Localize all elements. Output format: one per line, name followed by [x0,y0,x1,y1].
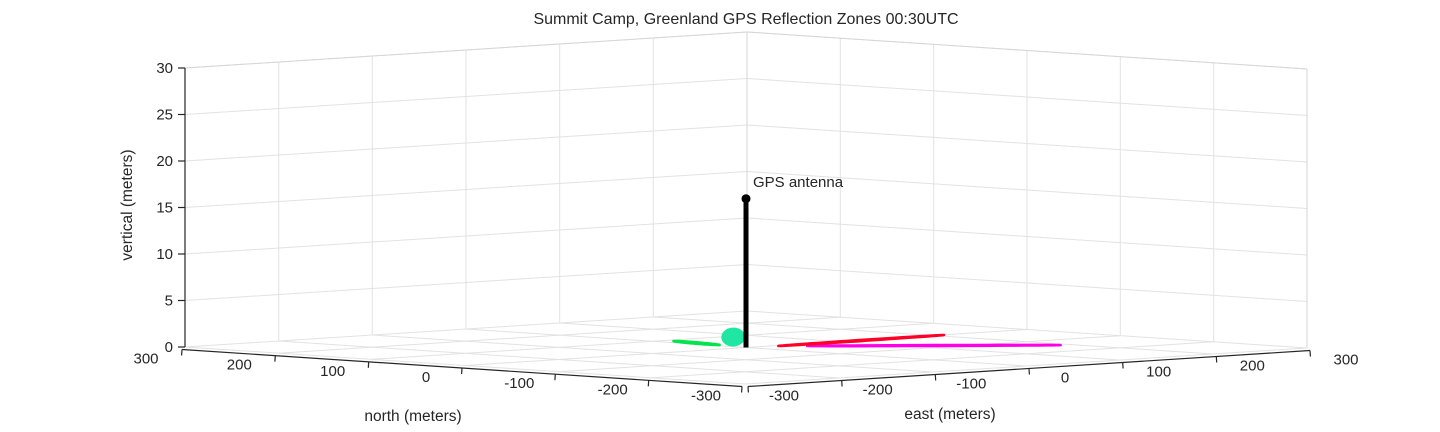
left-wall-z-grid-line [184,264,748,301]
north-tick-label: -200 [598,381,628,398]
floor-grid-line [746,310,1308,349]
east-tick-label: 0 [1061,370,1069,387]
north-tick-label: 200 [227,357,252,374]
north-tick-label: 300 [133,351,158,368]
reflection-zone-red [777,333,946,348]
floor-grid-line [372,334,933,373]
right-wall-z-grid-line [746,264,1308,302]
east-tick-label: -200 [863,382,893,399]
north-tick-label: 100 [320,363,345,380]
gps-antenna [741,194,751,348]
north-tick-label: 0 [422,369,430,386]
east-tick-label: -100 [956,376,986,393]
reflection-zone-teal [721,327,746,347]
east-axis-label: east (meters) [904,406,995,423]
left-wall-z-grid-line [184,78,748,115]
axis-rulers [178,67,1311,393]
floor-grid-line [278,340,839,379]
left-wall-z-grid-line [184,217,748,255]
vertical-axis-label: vertical (meters) [119,149,136,260]
reflection-zone-green [672,339,722,347]
z-tick-label: 15 [156,200,173,217]
east-tick-label: 300 [1333,352,1358,369]
antenna-marker-dot [741,194,751,204]
box-top-left-edge [184,31,748,69]
z-tick-label: 5 [165,293,173,310]
z-tick-label: 0 [165,339,173,356]
north-axis-label: north (meters) [364,408,461,425]
box-top-right-edge [746,31,1308,70]
right-wall-z-grid-line [746,78,1308,116]
floor-grid-line [184,346,746,385]
right-wall-z-grid-line [746,171,1308,209]
left-wall-z-grid-line [184,171,748,208]
east-tick-label: 200 [1240,358,1265,375]
reflection-zones [672,327,1062,348]
right-wall-z-grid-line [746,217,1308,256]
right-wall-z-grid-line [746,124,1308,163]
east-tick-label: -300 [769,388,799,405]
gps-antenna-annotation: GPS antenna [753,174,844,191]
z-tick-label: 10 [156,246,173,263]
z-tick-label: 20 [156,153,173,170]
tick-labels: 0 5 10 15 20 25 30 300 200 100 0 -100 -200 -300 -300 -2… [133,60,1358,405]
z-tick-label: 25 [156,107,173,124]
left-wall-z-grid-line [184,124,748,162]
z-tick-label: 30 [156,60,173,77]
north-tick-label: -300 [691,388,721,405]
reflection-zone-magenta [805,343,1062,348]
plot-title: Summit Camp, Greenland GPS Reflection Zo… [533,11,958,28]
north-tick-label: -100 [504,375,534,392]
east-tick-label: 100 [1146,364,1171,381]
